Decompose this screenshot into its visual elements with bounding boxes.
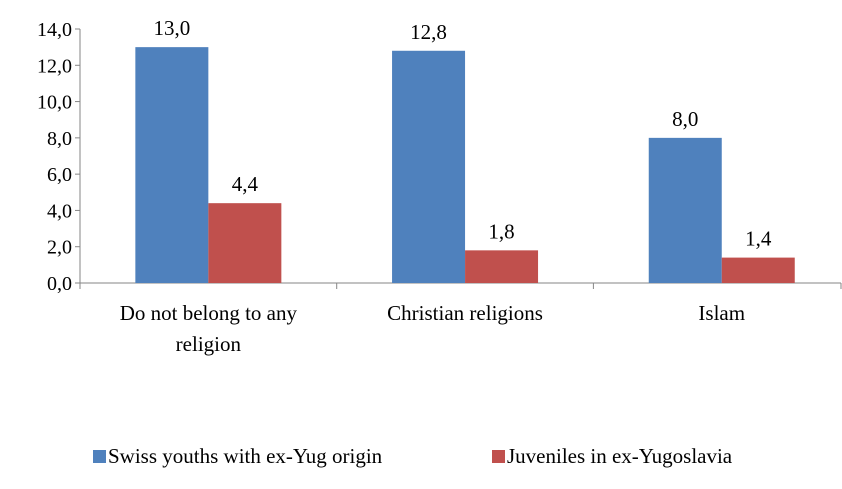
- data-label: 4,4: [232, 172, 259, 196]
- bars: [135, 47, 795, 284]
- legend-swatch: [93, 450, 106, 463]
- x-category-label: Christian religions: [387, 301, 543, 325]
- data-label: 12,8: [410, 20, 447, 44]
- bar: [392, 50, 466, 284]
- bar: [208, 203, 282, 283]
- bar: [465, 250, 539, 283]
- data-label: 1,8: [488, 219, 514, 243]
- bar: [135, 47, 209, 284]
- y-tick-label: 6,0: [47, 164, 72, 186]
- x-category-label: Do not belong to any: [120, 301, 298, 325]
- legend-entry: Juveniles in ex-Yugoslavia: [492, 444, 733, 468]
- data-label: 8,0: [672, 107, 698, 131]
- y-axis: 0,0 2,0 4,0 6,0 8,0 10,0 12,0 14,0: [37, 19, 81, 295]
- data-labels: 13,0 4,4 12,8 1,8 8,0 1,4: [153, 16, 771, 250]
- legend-label: Swiss youths with ex-Yug origin: [108, 444, 383, 468]
- y-tick-label: 0,0: [47, 273, 72, 295]
- legend-label: Juveniles in ex-Yugoslavia: [507, 444, 733, 468]
- x-axis: Do not belong to any religion Christian re…: [79, 282, 842, 356]
- y-tick-label: 4,0: [47, 200, 72, 222]
- bar: [648, 137, 722, 283]
- y-tick-label: 10,0: [37, 92, 72, 114]
- x-category-label: Islam: [698, 301, 745, 325]
- y-tick-label: 12,0: [37, 55, 72, 77]
- legend-swatch: [492, 450, 505, 463]
- y-tick-label: 8,0: [47, 128, 72, 150]
- x-category-label: religion: [176, 332, 242, 356]
- legend-entry: Swiss youths with ex-Yug origin: [93, 444, 383, 468]
- y-tick-label: 2,0: [47, 237, 72, 259]
- data-label: 1,4: [745, 227, 772, 251]
- bar: [721, 257, 795, 283]
- legend: Swiss youths with ex-Yug origin Juveniles…: [93, 444, 733, 468]
- data-label: 13,0: [153, 16, 190, 40]
- y-tick-label: 14,0: [37, 19, 72, 41]
